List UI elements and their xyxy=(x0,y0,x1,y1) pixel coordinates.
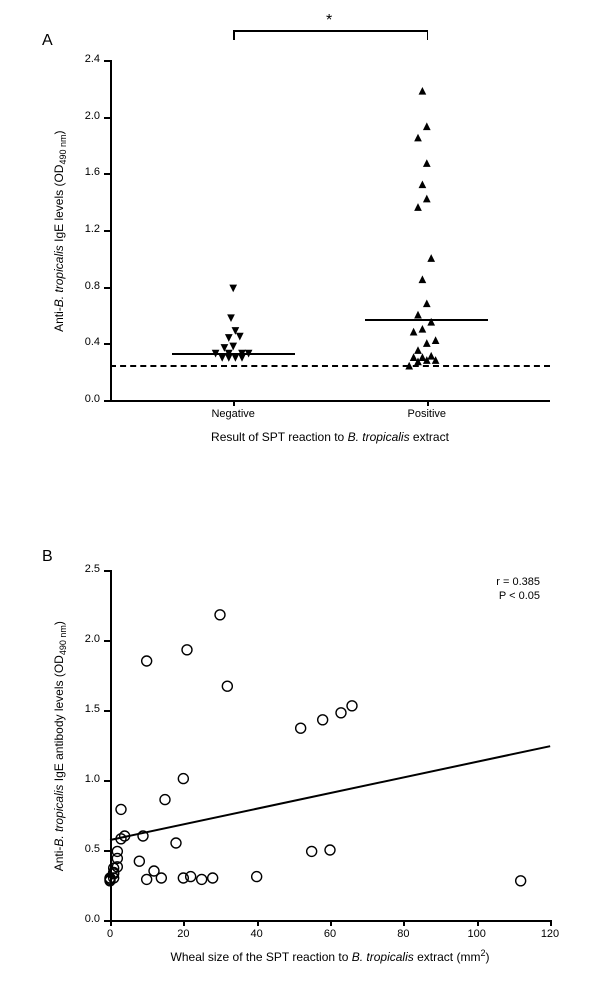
x-tick-label: 0 xyxy=(95,928,125,940)
scatter-point xyxy=(208,873,218,883)
scatter-point xyxy=(296,723,306,733)
y-tick-label: 2.0 xyxy=(70,633,100,645)
scatter-point xyxy=(112,846,122,856)
y-tick-label: 0.0 xyxy=(70,913,100,925)
scatter-point xyxy=(134,856,144,866)
scatter-point xyxy=(307,846,317,856)
scatter-point xyxy=(325,845,335,855)
y-tick xyxy=(104,640,110,642)
stat-p: P < 0.05 xyxy=(440,590,540,602)
x-tick xyxy=(330,920,332,926)
x-tick-label: 100 xyxy=(462,928,492,940)
x-tick-label: 60 xyxy=(315,928,345,940)
y-tick xyxy=(104,710,110,712)
x-tick xyxy=(550,920,552,926)
x-tick-label: 120 xyxy=(535,928,565,940)
y-tick-label: 2.5 xyxy=(70,563,100,575)
scatter-point xyxy=(142,656,152,666)
y-tick xyxy=(104,850,110,852)
scatter-point xyxy=(142,874,152,884)
x-tick-label: 40 xyxy=(242,928,272,940)
scatter-point xyxy=(347,701,357,711)
scatter-point xyxy=(182,645,192,655)
y-axis-b xyxy=(110,570,112,920)
scatter-point xyxy=(336,708,346,718)
scatter-point xyxy=(186,872,196,882)
scatter-point xyxy=(178,774,188,784)
scatter-point xyxy=(116,804,126,814)
y-tick-label: 1.5 xyxy=(70,703,100,715)
x-tick-label: 80 xyxy=(388,928,418,940)
y-tick xyxy=(104,780,110,782)
scatter-point xyxy=(215,610,225,620)
scatter-point xyxy=(222,681,232,691)
x-tick-label: 20 xyxy=(168,928,198,940)
y-tick xyxy=(104,570,110,572)
stat-r: r = 0.385 xyxy=(440,576,540,588)
x-title-b: Wheal size of the SPT reaction to B. tro… xyxy=(110,948,550,964)
x-tick xyxy=(110,920,112,926)
scatter-point xyxy=(197,874,207,884)
y-tick-label: 1.0 xyxy=(70,773,100,785)
scatter-point xyxy=(252,872,262,882)
scatter-point xyxy=(160,795,170,805)
x-tick xyxy=(477,920,479,926)
y-title-b: Anti-B. tropicalis IgE antibody levels (… xyxy=(52,596,68,896)
x-tick xyxy=(403,920,405,926)
x-tick xyxy=(183,920,185,926)
scatter-point xyxy=(171,838,181,848)
panel-b: B 0.00.51.01.52.02.5 020406080100120 Ant… xyxy=(0,0,600,998)
scatter-point xyxy=(156,873,166,883)
scatter-point xyxy=(318,715,328,725)
y-tick-label: 0.5 xyxy=(70,843,100,855)
scatter-point xyxy=(516,876,526,886)
x-tick xyxy=(257,920,259,926)
